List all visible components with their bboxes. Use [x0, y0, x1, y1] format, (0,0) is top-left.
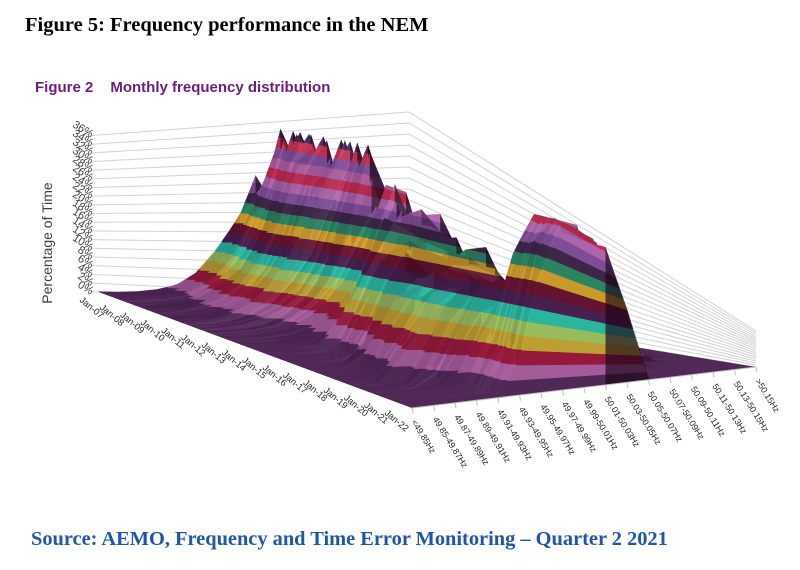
svg-text:Percentage of Time: Percentage of Time: [39, 182, 55, 304]
